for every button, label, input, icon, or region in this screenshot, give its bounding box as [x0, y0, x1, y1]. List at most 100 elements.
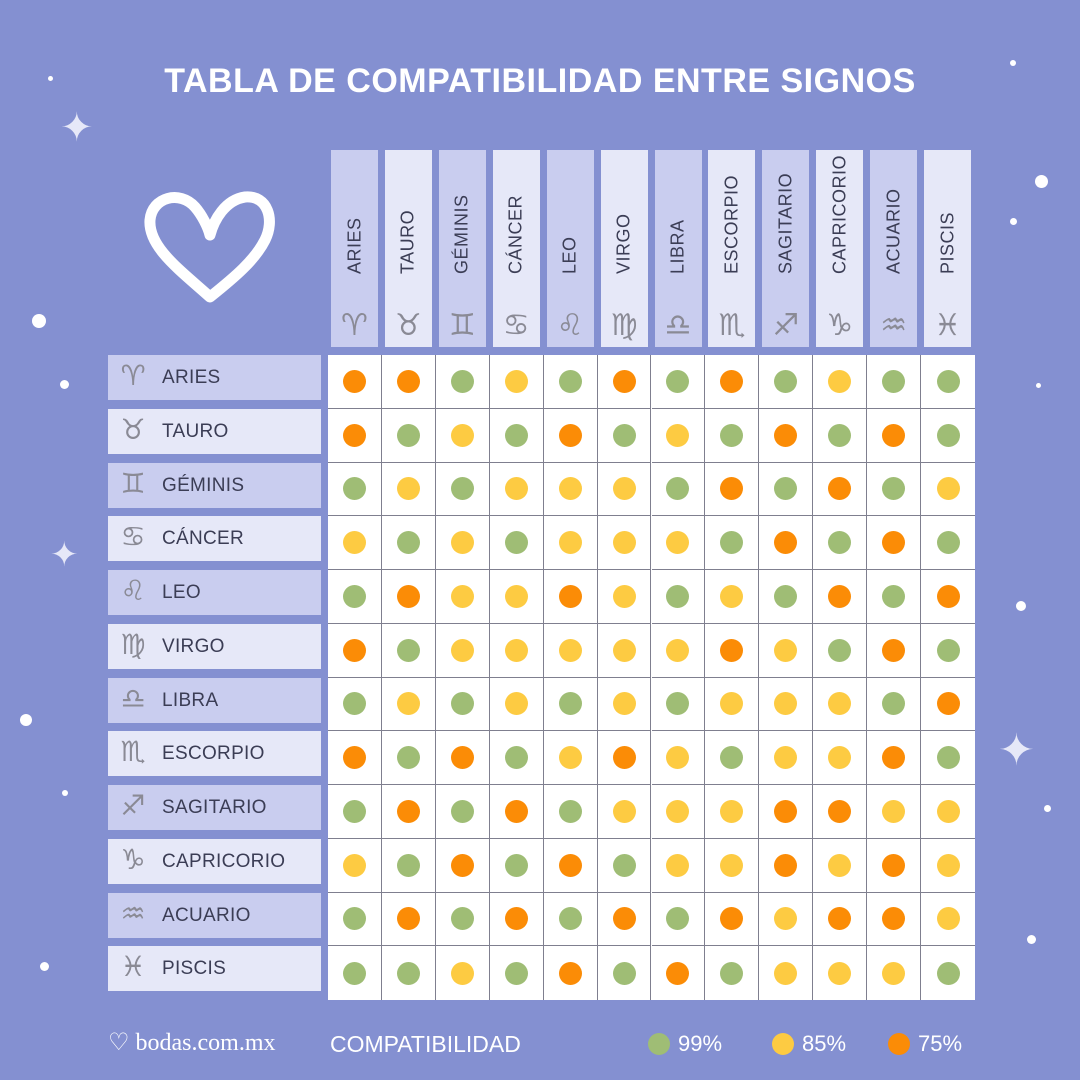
compatibility-dot-99 [396, 961, 420, 985]
grid-cell [435, 892, 490, 947]
star-dot [48, 76, 53, 81]
sparkle-icon: ✦ [50, 536, 79, 574]
compatibility-dot-85 [666, 531, 690, 555]
grid-cell [813, 785, 868, 839]
column-label: TAURO [397, 209, 418, 274]
compatibility-dot-75 [558, 853, 582, 877]
compatibility-dot-85 [774, 746, 798, 770]
aries-icon: ♈︎ [120, 359, 146, 392]
grid-cell [435, 516, 490, 570]
grid-cell [543, 731, 598, 785]
grid-cell [489, 462, 544, 517]
grid-cell [705, 677, 760, 732]
compatibility-dot-75 [882, 853, 906, 877]
grid-cell [489, 570, 544, 624]
grid-cell [705, 838, 760, 893]
compatibility-dot-99 [774, 369, 798, 393]
grid-cell [381, 462, 436, 517]
compatibility-dot-75 [396, 369, 420, 393]
capricorn-icon: ♑︎ [826, 308, 854, 343]
compatibility-dot-99 [666, 907, 690, 931]
row-header-9: ♑︎ CAPRICORIO [108, 838, 321, 884]
row-label: CÁNCER [162, 528, 245, 550]
grid-cell [705, 731, 760, 785]
compatibility-dot-99 [774, 477, 798, 501]
compatibility-dot-99 [396, 531, 420, 555]
grid-cell [759, 516, 814, 570]
grid-cell [867, 677, 922, 732]
compatibility-dot-75 [612, 746, 636, 770]
compatibility-dot-85 [504, 638, 528, 662]
compatibility-dot-85 [882, 961, 906, 985]
compatibility-dot-75 [828, 477, 852, 501]
logo-text: bodas.com.mx [135, 1030, 276, 1056]
aquarius-icon: ♒︎ [120, 896, 146, 930]
grid-cell [921, 731, 975, 785]
grid-cell [651, 731, 706, 785]
star-dot [62, 790, 68, 796]
grid-cell [435, 731, 490, 785]
grid-cell [435, 677, 490, 732]
grid-cell [435, 570, 490, 624]
grid-cell [705, 785, 760, 839]
compatibility-dot-99 [612, 961, 636, 985]
grid-cell [543, 623, 598, 678]
grid-cell [705, 892, 760, 947]
grid-cell [381, 408, 436, 463]
star-dot [1010, 218, 1017, 225]
pisces-icon: ♓︎ [934, 308, 962, 343]
grid-cell [867, 785, 922, 839]
leo-icon: ♌︎ [556, 308, 584, 343]
compatibility-dot-85 [774, 692, 798, 716]
compatibility-dot-85 [396, 692, 420, 716]
grid-cell [597, 408, 652, 463]
compatibility-dot-99 [882, 477, 906, 501]
grid-cell [651, 462, 706, 517]
grid-cell [597, 355, 652, 409]
row-header-11: ♓︎ PISCIS [108, 946, 321, 992]
grid-cell [543, 785, 598, 839]
grid-cell [759, 892, 814, 947]
column-header-0: ARIES ♈︎ [331, 150, 378, 347]
row-header-4: ♌︎ LEO [108, 570, 321, 615]
column-label: CÁNCER [505, 194, 526, 274]
grid-cell [813, 731, 868, 785]
logo-heart-icon: ♡ [108, 1030, 130, 1056]
compatibility-dot-99 [774, 584, 798, 608]
compatibility-dot-75 [342, 423, 366, 447]
compatibility-dot-75 [774, 423, 798, 447]
compatibility-dot-99 [828, 531, 852, 555]
compatibility-dot-85 [612, 584, 636, 608]
grid-cell [651, 355, 706, 409]
row-header-6: ♎︎ LIBRA [108, 677, 321, 723]
compatibility-dot-75 [774, 799, 798, 823]
compatibility-dot-99 [396, 638, 420, 662]
compatibility-dot-75 [342, 746, 366, 770]
compatibility-dot-99 [828, 423, 852, 447]
compatibility-dot-99 [882, 692, 906, 716]
grid-cell [813, 408, 868, 463]
grid-cell [597, 677, 652, 732]
compatibility-dot-75 [396, 584, 420, 608]
grid-cell [705, 462, 760, 517]
compatibility-dot-85 [558, 531, 582, 555]
grid-cell [705, 355, 760, 409]
grid-cell [597, 516, 652, 570]
grid-cell [328, 946, 382, 1000]
row-header-2: ♊︎ GÉMINIS [108, 462, 321, 508]
grid-cell [382, 946, 436, 1000]
compatibility-dot-85 [612, 638, 636, 662]
compatibility-dot-75 [882, 638, 906, 662]
grid-cell [435, 462, 490, 517]
star-dot [40, 962, 49, 971]
grid-cell [435, 785, 490, 839]
grid-cell [597, 623, 652, 678]
compatibility-dot-85 [720, 584, 744, 608]
compatibility-dot-99 [666, 692, 690, 716]
compatibility-dot-75 [504, 907, 528, 931]
pisces-icon: ♓︎ [120, 950, 146, 984]
legend-dot [648, 1033, 670, 1055]
compatibility-dot-85 [612, 692, 636, 716]
compatibility-dot-75 [882, 907, 906, 931]
compatibility-dot-85 [774, 907, 798, 931]
